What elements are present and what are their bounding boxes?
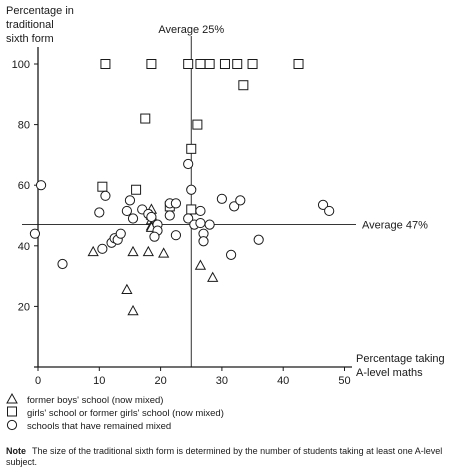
point-girls-school [183, 59, 194, 69]
x-tick-label: 30 [216, 375, 228, 387]
y-axis-title-line-1: Percentage in [6, 5, 74, 17]
point-boys-school [142, 245, 154, 257]
point-mixed-school [29, 228, 41, 239]
point-girls-school [232, 59, 243, 69]
point-boys-school [194, 259, 207, 270]
point-mixed-school [149, 231, 160, 242]
point-girls-school [219, 59, 230, 69]
point-mixed-school [229, 201, 240, 212]
point-mixed-school [115, 228, 126, 239]
x-tick-label: 20 [154, 375, 166, 387]
point-boys-school [127, 245, 139, 257]
x-tick-label: 40 [277, 375, 289, 387]
point-mixed-school [204, 219, 215, 230]
point-mixed-school [100, 190, 111, 201]
legend-item-girls: girls' school or former girls' school (n… [7, 406, 224, 419]
legend-item-boys: former boys' school (now mixed) [6, 392, 163, 406]
y-tick-label: 20 [18, 301, 30, 313]
point-girls-school [204, 59, 215, 69]
legend-label-mixed: schools that have remained mixed [27, 421, 171, 432]
point-mixed-school [183, 158, 194, 170]
legend-item-mixed: schools that have remained mixed [6, 419, 171, 432]
point-mixed-school [216, 193, 227, 204]
point-girls-school [97, 181, 108, 192]
point-mixed-school [121, 205, 132, 217]
point-mixed-school [127, 213, 139, 224]
point-girls-school [140, 113, 151, 124]
point-boys-school [121, 283, 133, 295]
point-girls-school [186, 143, 197, 154]
point-girls-school [238, 80, 249, 91]
legend-circle-icon [6, 419, 18, 431]
legend-square-icon [7, 406, 17, 417]
point-mixed-school [195, 205, 206, 217]
point-girls-school [146, 59, 157, 69]
average-y-label: Average 47% [362, 220, 428, 232]
point-boys-school [87, 245, 99, 257]
point-mixed-school [183, 213, 194, 224]
x-tick-label: 0 [35, 375, 41, 387]
x-axis-title-line-2: A-level maths [356, 367, 423, 379]
legend-triangle-icon [6, 392, 18, 404]
y-axis-title-line-2: traditional [6, 19, 54, 31]
y-tick-label: 40 [18, 241, 30, 253]
legend-label-girls: girls' school or former girls' school (n… [27, 408, 224, 419]
point-boys-school [207, 271, 219, 282]
point-mixed-school [57, 258, 68, 270]
point-mixed-school [317, 199, 329, 210]
point-mixed-school [124, 195, 136, 206]
point-mixed-school [97, 243, 108, 254]
point-mixed-school [235, 195, 246, 206]
x-tick-label: 50 [338, 375, 350, 387]
y-tick-label: 60 [18, 180, 30, 192]
x-axis-title-line-1: Percentage taking [356, 353, 445, 365]
x-tick-label: 10 [93, 375, 105, 387]
y-tick-label: 80 [18, 120, 30, 132]
y-axis-title-line-3: sixth form [6, 33, 54, 45]
point-mixed-school [195, 217, 206, 229]
footnote: Note The size of the traditional sixth fo… [6, 446, 446, 468]
point-mixed-school [198, 236, 209, 247]
point-mixed-school [324, 205, 335, 217]
average-x-label: Average 25% [158, 24, 224, 36]
point-mixed-school [225, 249, 237, 260]
point-mixed-school [94, 207, 105, 218]
point-girls-school [195, 59, 206, 69]
point-mixed-school [186, 184, 197, 195]
legend: former boys' school (now mixed) girls' s… [6, 392, 224, 432]
point-girls-school [100, 59, 111, 69]
point-boys-school [127, 304, 139, 316]
legend-label-boys: former boys' school (now mixed) [27, 395, 163, 406]
note-text: The size of the traditional sixth form i… [6, 446, 443, 467]
point-mixed-school [253, 234, 264, 245]
point-girls-school [293, 59, 304, 69]
point-mixed-school [146, 211, 157, 223]
point-boys-school [158, 247, 170, 258]
point-mixed-school [170, 198, 182, 209]
point-mixed-school [164, 210, 175, 221]
point-girls-school [247, 59, 258, 69]
point-mixed-school [170, 230, 182, 241]
point-mixed-school [35, 180, 47, 191]
point-girls-school [186, 204, 197, 215]
note-prefix: Note [6, 446, 26, 456]
y-tick-label: 100 [12, 59, 30, 71]
point-girls-school [192, 119, 203, 130]
point-girls-school [131, 184, 142, 195]
